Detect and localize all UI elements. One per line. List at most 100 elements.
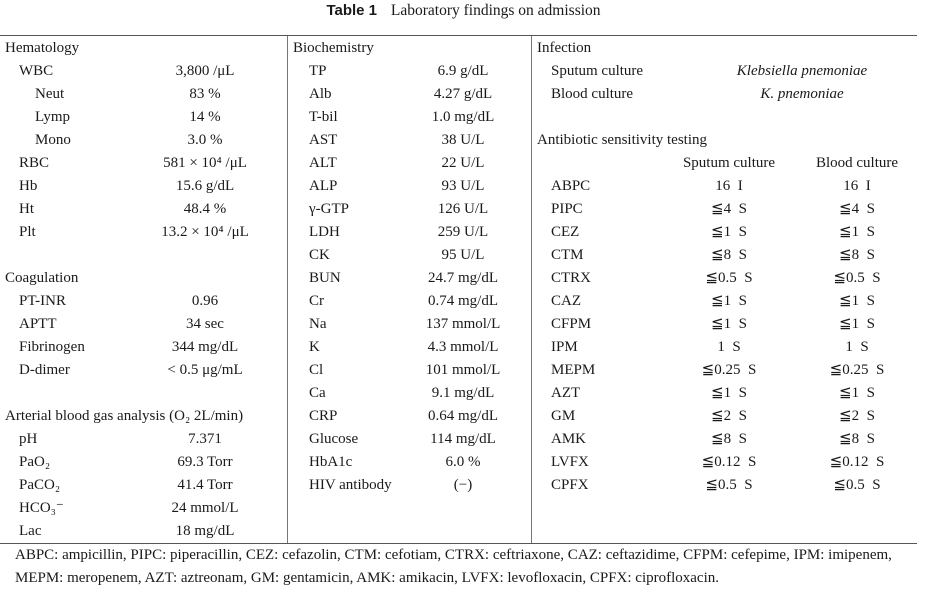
biochemistry-value: 38 U/L bbox=[441, 132, 485, 148]
sensitivity-blood-result: ≦1 S bbox=[839, 316, 875, 332]
sensitivity-row: LVFX ≦0.12 S ≦0.12 S bbox=[537, 451, 922, 474]
biochemistry-name: HbA1c bbox=[309, 454, 353, 470]
biochemistry-row: LDH 259 U/L bbox=[293, 221, 529, 244]
hematology-name: RBC bbox=[19, 155, 50, 171]
coagulation-value: 0.96 bbox=[191, 293, 219, 309]
infection-name: Blood culture bbox=[551, 86, 634, 102]
section-header-hematology: Hematology bbox=[5, 40, 80, 56]
infection-name: Sputum culture bbox=[551, 63, 644, 79]
abg-value: 69.3 Torr bbox=[177, 454, 233, 470]
section-header-infection: Infection bbox=[537, 40, 592, 56]
biochemistry-value: 4.27 g/dL bbox=[433, 86, 493, 102]
biochemistry-name: CRP bbox=[309, 408, 338, 424]
biochemistry-row: Cr 0.74 mg/dL bbox=[293, 290, 529, 313]
table-label: Table 1 bbox=[326, 2, 378, 19]
abg-row: PaO₂ 69.3 Torr bbox=[5, 451, 285, 474]
coagulation-value: 34 sec bbox=[186, 316, 224, 332]
section-header-coagulation: Coagulation bbox=[5, 270, 79, 286]
hematology-row: Neut 83 % bbox=[5, 83, 285, 106]
sensitivity-sputum-result: ≦1 S bbox=[711, 224, 747, 240]
top-rule bbox=[0, 35, 917, 36]
coagulation-name: Fibrinogen bbox=[19, 339, 85, 355]
sensitivity-row: GM ≦2 S ≦2 S bbox=[537, 405, 922, 428]
infection-value: Klebsiella pnemoniae bbox=[736, 63, 868, 79]
biochemistry-name: ALP bbox=[309, 178, 338, 194]
sensitivity-sputum-result: 1 S bbox=[717, 339, 741, 355]
sensitivity-sputum-result: ≦1 S bbox=[711, 316, 747, 332]
hematology-name: Ht bbox=[19, 201, 34, 217]
biochemistry-row: AST 38 U/L bbox=[293, 129, 529, 152]
biochemistry-row: TP 6.9 g/dL bbox=[293, 60, 529, 83]
biochemistry-row: CK 95 U/L bbox=[293, 244, 529, 267]
biochemistry-name: AST bbox=[309, 132, 338, 148]
biochemistry-row: T-bil 1.0 mg/dL bbox=[293, 106, 529, 129]
column-divider-1 bbox=[287, 36, 288, 543]
hematology-value: 581 × 10⁴ /μL bbox=[163, 155, 247, 171]
biochemistry-value: 0.74 mg/dL bbox=[428, 293, 498, 309]
sensitivity-row: CTM ≦8 S ≦8 S bbox=[537, 244, 922, 267]
biochemistry-value: 1.0 mg/dL bbox=[431, 109, 495, 125]
coagulation-row: Fibrinogen 344 mg/dL bbox=[5, 336, 285, 359]
coagulation-row: PT-INR 0.96 bbox=[5, 290, 285, 313]
sensitivity-sputum-result: ≦0.5 S bbox=[705, 477, 753, 493]
sensitivity-drug: IPM bbox=[551, 339, 578, 355]
coagulation-name: PT-INR bbox=[19, 293, 66, 309]
infection-row: Blood culture K. pnemoniae bbox=[537, 83, 922, 106]
abg-name: PaCO₂ bbox=[19, 477, 61, 493]
sensitivity-sputum-result: ≦0.25 S bbox=[701, 362, 757, 378]
sensitivity-blood-result: ≦2 S bbox=[839, 408, 875, 424]
sensitivity-drug: AZT bbox=[551, 385, 581, 401]
hematology-value: 15.6 g/dL bbox=[175, 178, 235, 194]
sensitivity-sputum-result: ≦2 S bbox=[711, 408, 747, 424]
biochemistry-name: Alb bbox=[309, 86, 332, 102]
sensitivity-blood-result: ≦1 S bbox=[839, 385, 875, 401]
sensitivity-row: CEZ ≦1 S ≦1 S bbox=[537, 221, 922, 244]
hematology-value: 3.0 % bbox=[187, 132, 223, 148]
sensitivity-sputum-result: ≦8 S bbox=[711, 431, 747, 447]
biochemistry-row: BUN 24.7 mg/dL bbox=[293, 267, 529, 290]
biochemistry-name: Cr bbox=[309, 293, 324, 309]
biochemistry-row: Na 137 mmol/L bbox=[293, 313, 529, 336]
sensitivity-blood-result: ≦1 S bbox=[839, 293, 875, 309]
biochemistry-name: HIV antibody bbox=[309, 477, 392, 493]
biochemistry-value: (−) bbox=[453, 477, 473, 493]
hematology-row: Plt 13.2 × 10⁴ /μL bbox=[5, 221, 285, 244]
biochemistry-value: 6.0 % bbox=[445, 454, 481, 470]
biochemistry-row: Ca 9.1 mg/dL bbox=[293, 382, 529, 405]
sensitivity-drug: AMK bbox=[551, 431, 587, 447]
table-caption: Table 1 Laboratory findings on admission bbox=[0, 0, 927, 26]
hematology-name: Neut bbox=[35, 86, 65, 102]
sensitivity-drug: GM bbox=[551, 408, 576, 424]
abg-value: 7.371 bbox=[188, 431, 222, 447]
sensitivity-drug: ABPC bbox=[551, 178, 591, 194]
sensitivity-sputum-result: ≦8 S bbox=[711, 247, 747, 263]
biochemistry-row: γ-GTP 126 U/L bbox=[293, 198, 529, 221]
sensitivity-blood-result: ≦4 S bbox=[839, 201, 875, 217]
biochemistry-row: ALT 22 U/L bbox=[293, 152, 529, 175]
bottom-rule bbox=[0, 543, 917, 544]
biochemistry-row: Cl 101 mmol/L bbox=[293, 359, 529, 382]
sensitivity-blood-result: 16 I bbox=[843, 178, 871, 194]
abg-name: Lac bbox=[19, 523, 42, 539]
sensitivity-row: CFPM ≦1 S ≦1 S bbox=[537, 313, 922, 336]
hematology-name: Plt bbox=[19, 224, 36, 240]
biochemistry-value: 0.64 mg/dL bbox=[428, 408, 498, 424]
sensitivity-blood-result: ≦0.25 S bbox=[829, 362, 885, 378]
sensitivity-row: CTRX ≦0.5 S ≦0.5 S bbox=[537, 267, 922, 290]
biochemistry-name: Ca bbox=[309, 385, 326, 401]
sensitivity-row: ABPC 16 I 16 I bbox=[537, 175, 922, 198]
sensitivity-sputum-result: 16 I bbox=[715, 178, 743, 194]
abg-row: pH 7.371 bbox=[5, 428, 285, 451]
hematology-row: Lymp 14 % bbox=[5, 106, 285, 129]
abg-name: pH bbox=[19, 431, 38, 447]
abg-row: HCO₃⁻ 24 mmol/L bbox=[5, 497, 285, 520]
biochemistry-value: 4.3 mmol/L bbox=[427, 339, 499, 355]
hematology-row: Mono 3.0 % bbox=[5, 129, 285, 152]
table-title: Laboratory findings on admission bbox=[390, 2, 601, 19]
biochemistry-name: Glucose bbox=[309, 431, 359, 447]
hematology-value: 3,800 /μL bbox=[175, 63, 235, 79]
hematology-row: WBC 3,800 /μL bbox=[5, 60, 285, 83]
hematology-value: 13.2 × 10⁴ /μL bbox=[161, 224, 249, 240]
biochemistry-name: T-bil bbox=[309, 109, 338, 125]
sensitivity-drug: CPFX bbox=[551, 477, 589, 493]
